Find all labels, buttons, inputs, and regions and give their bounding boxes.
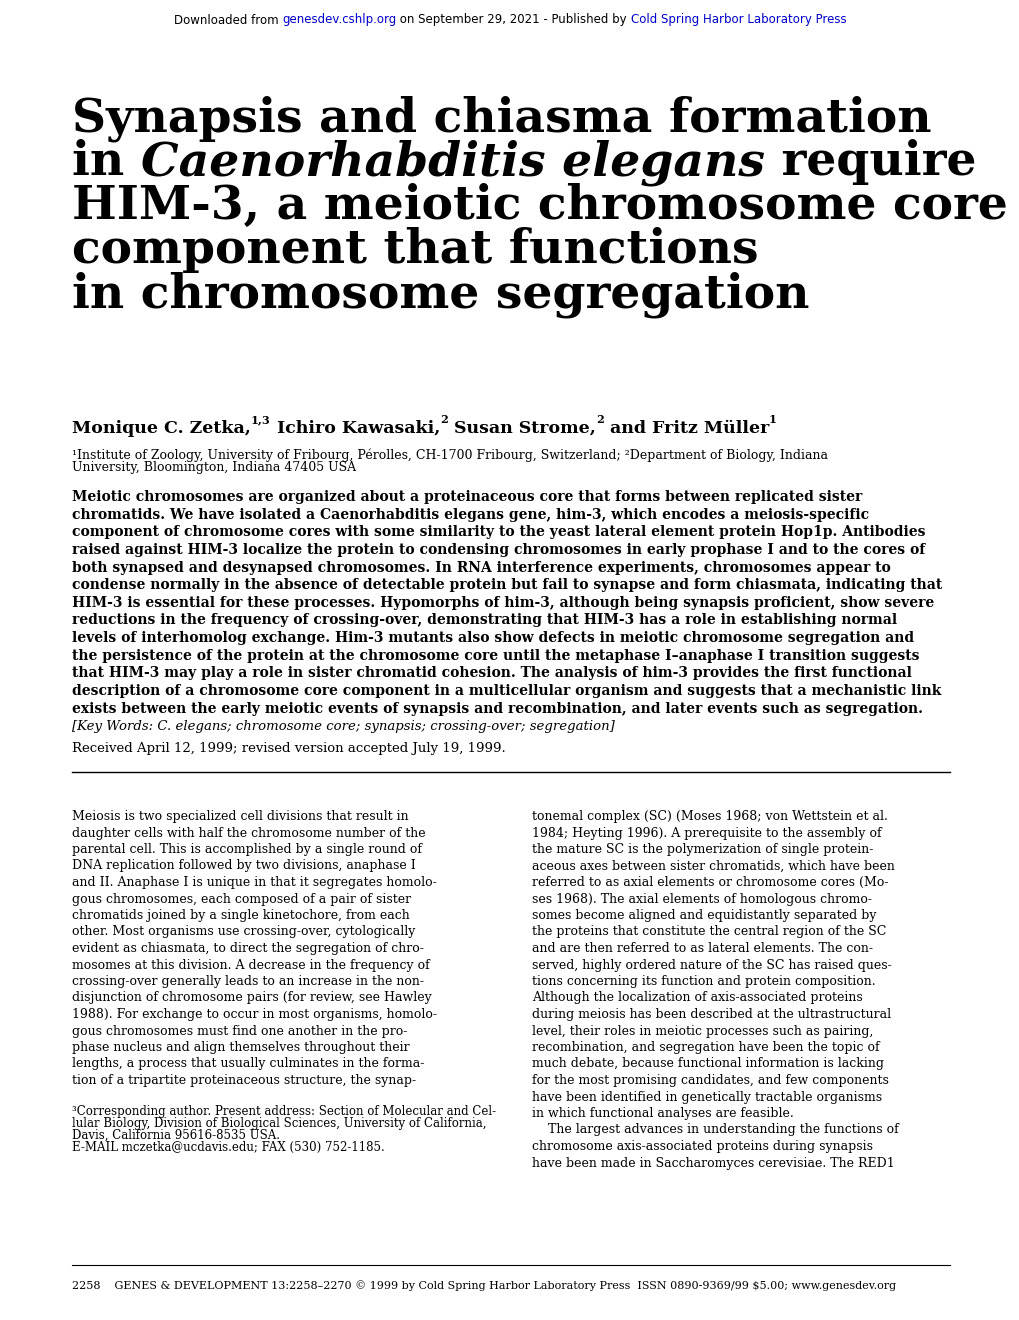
Text: Davis, California 95616-8535 USA.: Davis, California 95616-8535 USA. xyxy=(72,1129,280,1142)
Text: Synapsis and chiasma formation: Synapsis and chiasma formation xyxy=(72,95,930,141)
Text: Caenorhabditis elegans: Caenorhabditis elegans xyxy=(141,139,764,186)
Text: Cold Spring Harbor Laboratory Press: Cold Spring Harbor Laboratory Press xyxy=(630,13,846,26)
Text: Susan Strome,: Susan Strome, xyxy=(447,420,595,437)
Text: in chromosome segregation: in chromosome segregation xyxy=(72,271,809,318)
Text: component that functions: component that functions xyxy=(72,227,758,273)
Text: 2: 2 xyxy=(439,414,447,425)
Text: E-MAIL mczetka@ucdavis.edu; FAX (530) 752-1185.: E-MAIL mczetka@ucdavis.edu; FAX (530) 75… xyxy=(72,1140,384,1154)
Text: 1,3: 1,3 xyxy=(251,414,270,425)
Text: Received April 12, 1999; revised version accepted July 19, 1999.: Received April 12, 1999; revised version… xyxy=(72,742,505,755)
Text: University, Bloomington, Indiana 47405 USA: University, Bloomington, Indiana 47405 U… xyxy=(72,461,356,474)
Text: [Key Words: C. elegans; chromosome core; synapsis; crossing-over; segregation]: [Key Words: C. elegans; chromosome core;… xyxy=(72,719,614,733)
Text: ³Corresponding author. Present address: Section of Molecular and Cel-: ³Corresponding author. Present address: … xyxy=(72,1105,495,1118)
Text: in: in xyxy=(72,139,141,185)
Text: 2258    GENES & DEVELOPMENT 13:2258–2270 © 1999 by Cold Spring Harbor Laboratory: 2258 GENES & DEVELOPMENT 13:2258–2270 © … xyxy=(72,1280,896,1291)
Text: 1: 1 xyxy=(768,414,776,425)
Text: Meiotic chromosomes are organized about a proteinaceous core that forms between : Meiotic chromosomes are organized about … xyxy=(72,490,942,715)
Text: require: require xyxy=(764,139,975,185)
Text: Ichiro Kawasaki,: Ichiro Kawasaki, xyxy=(270,420,439,437)
Text: lular Biology, Division of Biological Sciences, University of California,: lular Biology, Division of Biological Sc… xyxy=(72,1117,486,1130)
Text: on September 29, 2021 - Published by: on September 29, 2021 - Published by xyxy=(396,13,630,26)
Text: tonemal complex (SC) (Moses 1968; von Wettstein et al.
1984; Heyting 1996). A pr: tonemal complex (SC) (Moses 1968; von We… xyxy=(532,810,898,1170)
Text: Downloaded from: Downloaded from xyxy=(173,13,282,26)
Text: Monique C. Zetka,: Monique C. Zetka, xyxy=(72,420,251,437)
Text: Meiosis is two specialized cell divisions that result in
daughter cells with hal: Meiosis is two specialized cell division… xyxy=(72,810,436,1086)
Text: genesdev.cshlp.org: genesdev.cshlp.org xyxy=(282,13,396,26)
Text: and Fritz Müller: and Fritz Müller xyxy=(603,420,768,437)
Text: 2: 2 xyxy=(595,414,603,425)
Text: HIM-3, a meiotic chromosome core: HIM-3, a meiotic chromosome core xyxy=(72,183,1007,228)
Text: ¹Institute of Zoology, University of Fribourg, Pérolles, CH-1700 Fribourg, Switz: ¹Institute of Zoology, University of Fri… xyxy=(72,447,827,462)
